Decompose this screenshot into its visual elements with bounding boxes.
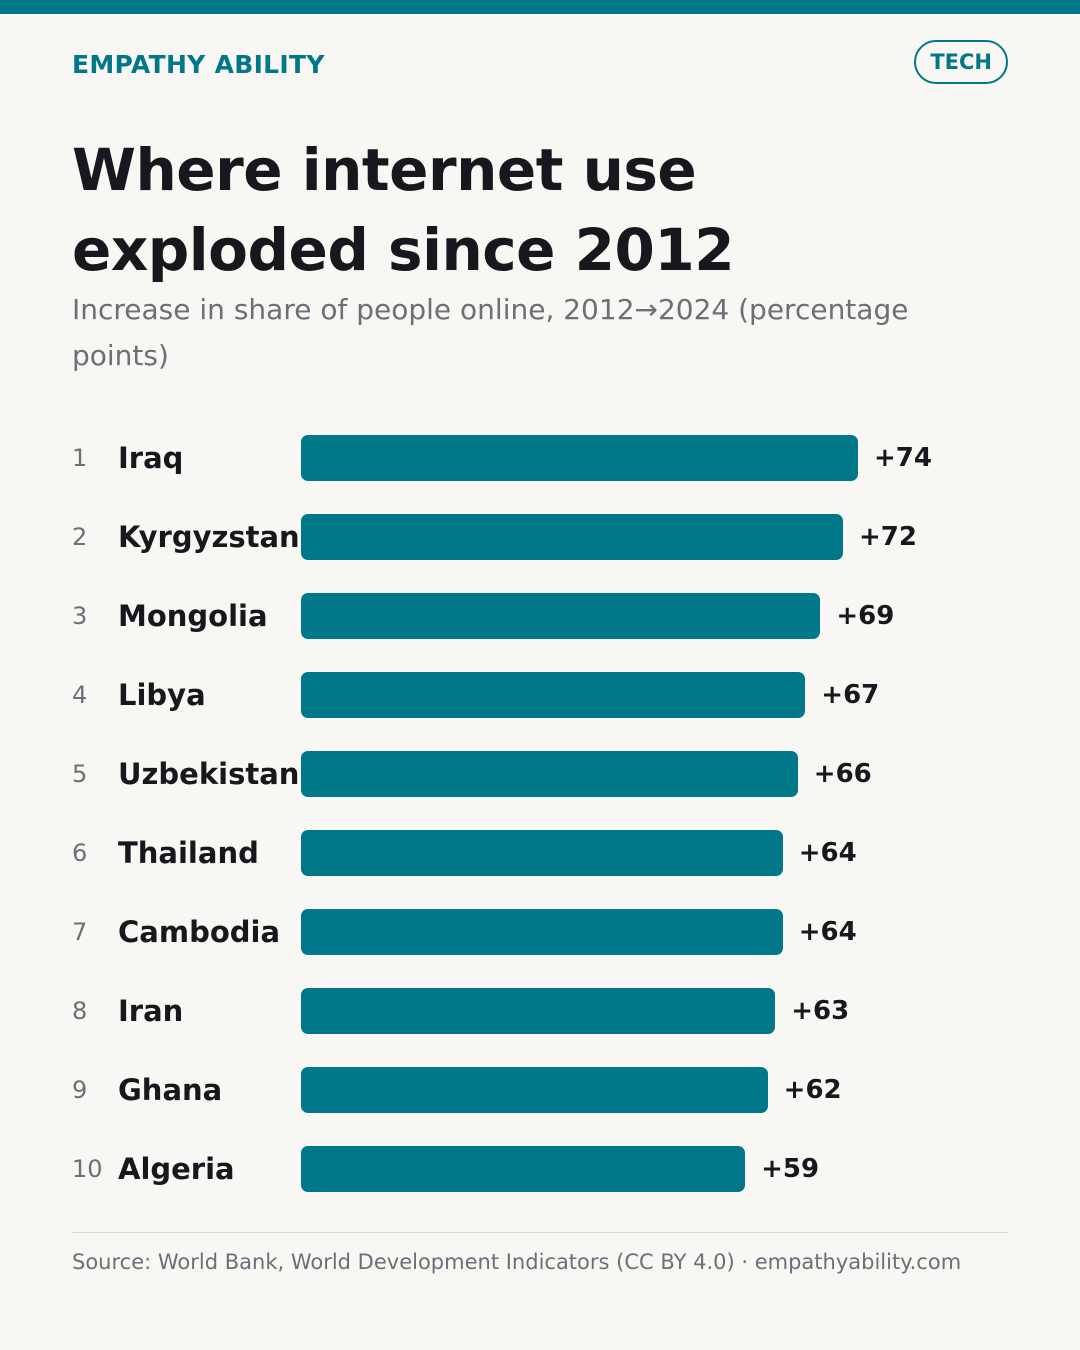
value-label: +59 [761,1154,820,1184]
chart-row: 1 Iraq +74 [0,435,1080,481]
chart-row: 4 Libya +67 [0,672,1080,718]
chart-title: Where internet use exploded since 2012 [72,136,735,284]
chart-row: 7 Cambodia +64 [0,909,1080,955]
country-label: Iraq [118,441,184,475]
bar [301,830,783,876]
value-label: +72 [858,522,917,552]
bar [301,988,776,1034]
bar [301,909,783,955]
country-label: Algeria [118,1152,235,1186]
bar [301,751,798,797]
chart-row: 5 Uzbekistan +66 [0,751,1080,797]
rank-number: 6 [72,839,88,867]
rank-number: 1 [72,444,88,472]
chart-row: 3 Mongolia +69 [0,593,1080,639]
value-label: +74 [874,443,932,473]
footer-divider [72,1232,1008,1233]
country-label: Kyrgyzstan [118,520,300,554]
brand-name: EMPATHY ABILITY [72,50,325,79]
bar [301,435,858,481]
bar [301,514,843,560]
value-label: +62 [783,1075,842,1105]
rank-number: 5 [72,760,88,788]
value-label: +67 [821,680,880,710]
category-tag[interactable]: TECH [914,40,1008,84]
country-label: Cambodia [118,915,281,949]
country-label: Uzbekistan [118,757,300,791]
rank-number: 4 [72,681,88,709]
value-label: +69 [836,601,895,631]
country-label: Thailand [118,836,259,870]
rank-number: 8 [72,997,88,1025]
rank-number: 10 [72,1155,103,1183]
bar [301,1067,768,1113]
chart-row: 9 Ghana +62 [0,1067,1080,1113]
value-label: +64 [798,917,857,947]
rank-number: 7 [72,918,88,946]
chart-subtitle: Increase in share of people online, 2012… [72,293,909,372]
value-label: +63 [791,996,850,1026]
chart-row: 10 Algeria +59 [0,1146,1080,1192]
top-accent-bar [0,0,1080,14]
chart-row: 6 Thailand +64 [0,830,1080,876]
rank-number: 3 [72,602,88,630]
source-note: Source: World Bank, World Development In… [72,1250,962,1274]
bar [301,1146,746,1192]
rank-number: 2 [72,523,88,551]
country-label: Ghana [118,1073,223,1107]
bar [301,672,806,718]
country-label: Iran [118,994,184,1028]
value-label: +64 [798,838,857,868]
value-label: +66 [813,759,872,789]
country-label: Mongolia [118,599,268,633]
chart-row: 8 Iran +63 [0,988,1080,1034]
bar [301,593,821,639]
chart-row: 2 Kyrgyzstan +72 [0,514,1080,560]
country-label: Libya [118,678,206,712]
rank-number: 9 [72,1076,88,1104]
